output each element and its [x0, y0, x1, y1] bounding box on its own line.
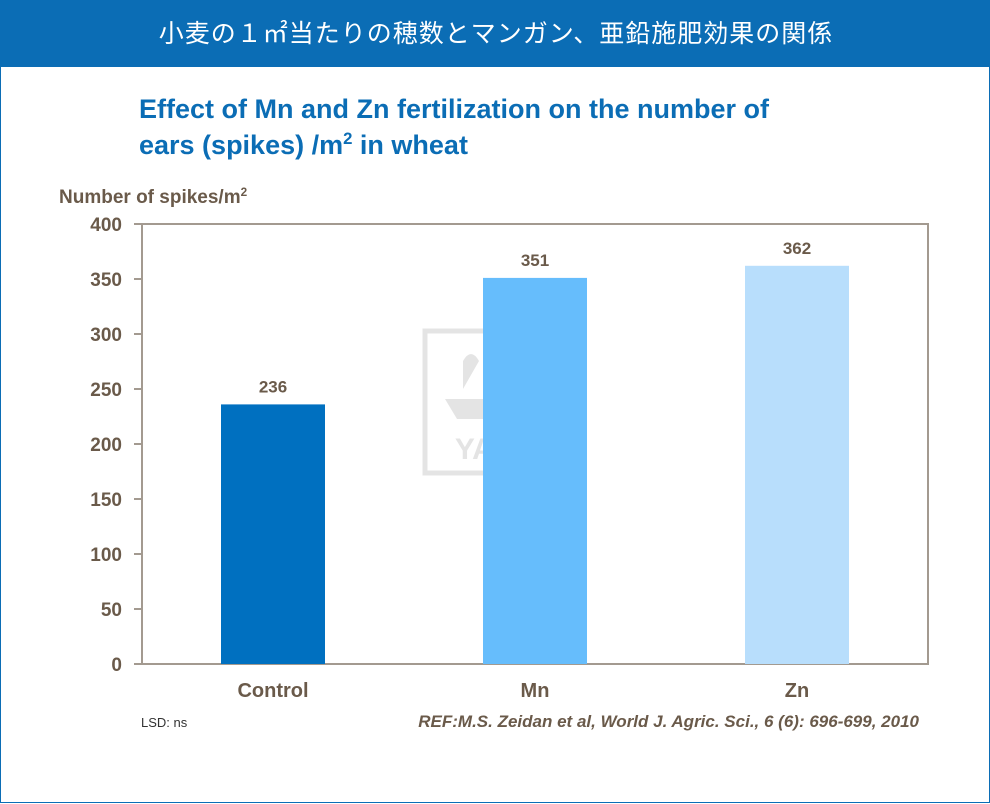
- bar: [221, 404, 325, 664]
- x-tick-label: Control: [237, 680, 308, 702]
- chart-title-superscript: 2: [343, 128, 353, 148]
- y-tick-label: 50: [101, 600, 122, 621]
- y-tick-label: 250: [90, 380, 122, 401]
- data-label: 351: [521, 251, 549, 270]
- x-tick-label: Mn: [521, 680, 550, 702]
- banner-title: 小麦の１㎡当たりの穂数とマンガン、亜鉛施肥効果の関係: [1, 1, 990, 67]
- y-tick-label: 150: [90, 490, 122, 511]
- chart-title-line-2-prefix: ears (spikes) /m: [139, 130, 344, 160]
- bar: [745, 265, 849, 664]
- y-axis-label: Number of spikes/m2: [59, 187, 247, 209]
- lsd-note: LSD: ns: [141, 715, 188, 730]
- y-tick-label: 300: [90, 325, 122, 346]
- y-axis-label-superscript: 2: [240, 185, 248, 199]
- reference-note: REF:M.S. Zeidan et al, World J. Agric. S…: [418, 712, 919, 731]
- y-axis-label-text: Number of spikes/m: [59, 187, 241, 208]
- bar: [483, 277, 587, 664]
- y-tick-label: 0: [111, 655, 122, 676]
- data-label: 362: [783, 239, 811, 258]
- data-label: 236: [259, 377, 287, 396]
- chart-title-line-2-suffix: in wheat: [352, 130, 468, 160]
- chart-title-line-1: Effect of Mn and Zn fertilization on the…: [139, 94, 769, 124]
- chart-title-line-2: ears (spikes) /m2 in wheat: [139, 127, 899, 163]
- y-tick-label: 350: [90, 270, 122, 291]
- x-tick-label: Zn: [785, 680, 809, 702]
- y-tick-label: 100: [90, 545, 122, 566]
- y-tick-label: 400: [90, 215, 122, 236]
- y-tick-label: 200: [90, 435, 122, 456]
- chart-title: Effect of Mn and Zn fertilization on the…: [139, 91, 899, 163]
